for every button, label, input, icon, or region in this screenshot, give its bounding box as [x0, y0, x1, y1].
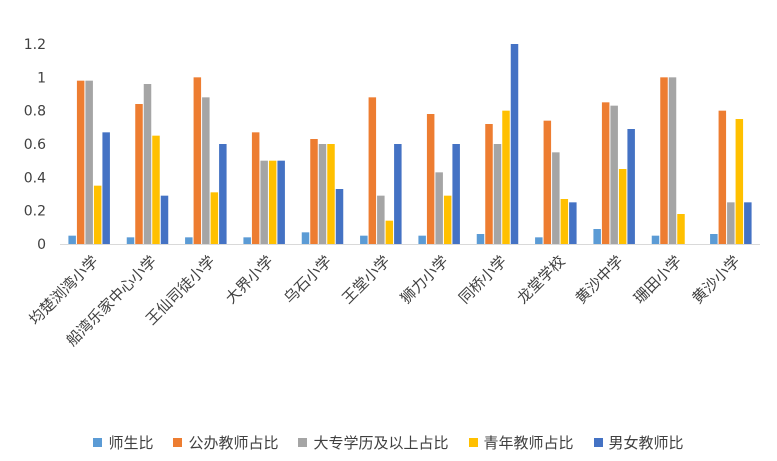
- bar: [569, 202, 577, 244]
- bar: [301, 232, 310, 244]
- legend-item: 公办教师占比: [173, 432, 278, 453]
- y-tick-label: 0.2: [24, 204, 46, 220]
- bar: [718, 110, 727, 245]
- legend-item: 青年教师占比: [468, 432, 574, 453]
- bar: [452, 144, 460, 244]
- bar: [360, 235, 368, 244]
- bar: [193, 77, 202, 244]
- bar: [677, 214, 685, 244]
- bar: [735, 119, 744, 244]
- y-tick-label: 0.8: [24, 104, 46, 120]
- bar: [368, 97, 377, 244]
- bar: [727, 202, 735, 244]
- bar: [493, 144, 502, 244]
- bar: [502, 110, 510, 245]
- legend-item: 大专学历及以上占比: [298, 432, 449, 453]
- bar: [310, 139, 318, 244]
- x-tick-label: 同桥小学: [455, 252, 510, 307]
- legend: 师生比 公办教师占比 大专学历及以上占比 青年教师占比 男女教师比: [0, 432, 777, 453]
- bar: [102, 132, 110, 244]
- x-tick-label: 大界小学: [222, 252, 277, 307]
- x-tick-label: 狮力小学: [397, 252, 452, 307]
- legend-label: 男女教师比: [608, 434, 684, 452]
- legend-label: 青年教师占比: [483, 434, 574, 452]
- x-tick-label: 黄沙小学: [688, 252, 743, 307]
- legend-label: 大专学历及以上占比: [313, 434, 449, 452]
- bar: [185, 237, 193, 244]
- legend-swatch: [468, 438, 478, 447]
- bar: [668, 77, 677, 244]
- legend-swatch: [298, 438, 308, 447]
- bar: [601, 102, 610, 244]
- y-tick-label: 0: [37, 237, 46, 253]
- x-tick-label: 龙堂学校: [513, 252, 568, 307]
- x-tick-label: 黄沙中学: [572, 252, 627, 307]
- bar: [710, 234, 718, 244]
- x-tick-label: 珊田小学: [630, 252, 685, 307]
- legend-swatch: [593, 438, 603, 447]
- legend-item: 师生比: [93, 432, 153, 453]
- legend-swatch: [93, 438, 103, 447]
- bar: [327, 144, 335, 244]
- x-tick-label: 乌石小学: [280, 252, 335, 307]
- bar: [435, 172, 443, 244]
- bar: [535, 237, 543, 244]
- bar: [335, 189, 344, 244]
- bar: [385, 220, 394, 244]
- bar: [318, 144, 327, 244]
- bar: [210, 192, 219, 244]
- y-tick-label: 0.4: [24, 170, 46, 186]
- bar: [618, 169, 627, 244]
- bar: [219, 144, 227, 244]
- legend-swatch: [173, 438, 183, 447]
- bar: [76, 80, 85, 245]
- bar: [160, 195, 169, 244]
- bar: [418, 235, 426, 244]
- bar: [377, 195, 385, 244]
- legend-label: 师生比: [108, 434, 154, 452]
- bar: [552, 152, 560, 244]
- bar: [485, 124, 493, 244]
- y-tick-label: 0.6: [24, 137, 46, 153]
- y-tick-label: 1: [37, 70, 46, 86]
- bar: [394, 144, 402, 244]
- legend-item: 男女教师比: [593, 432, 684, 453]
- bar: [277, 160, 285, 244]
- bar: [660, 77, 668, 244]
- bar: [560, 199, 569, 244]
- bar: [93, 185, 102, 244]
- bar: [135, 104, 143, 244]
- bar: [243, 237, 251, 244]
- bar: [651, 235, 660, 244]
- bar: [443, 195, 452, 244]
- legend-label: 公办教师占比: [188, 434, 279, 452]
- bar: [593, 229, 601, 244]
- y-tick-label: 1.2: [24, 37, 46, 53]
- bar: [85, 80, 93, 245]
- bar: [260, 160, 268, 244]
- bar: [143, 84, 152, 244]
- bar: [627, 129, 635, 244]
- bar: [126, 237, 135, 244]
- bar: [510, 44, 519, 244]
- x-tick-label: 王堂小学: [338, 252, 393, 307]
- bar: [426, 114, 435, 244]
- bar: [152, 135, 160, 244]
- bar: [744, 202, 752, 244]
- bar: [251, 132, 260, 244]
- bar: [268, 160, 277, 244]
- bar: [202, 97, 210, 244]
- bar: [543, 120, 552, 244]
- bar: [476, 234, 485, 244]
- bar: [68, 235, 76, 244]
- bar: [610, 105, 618, 245]
